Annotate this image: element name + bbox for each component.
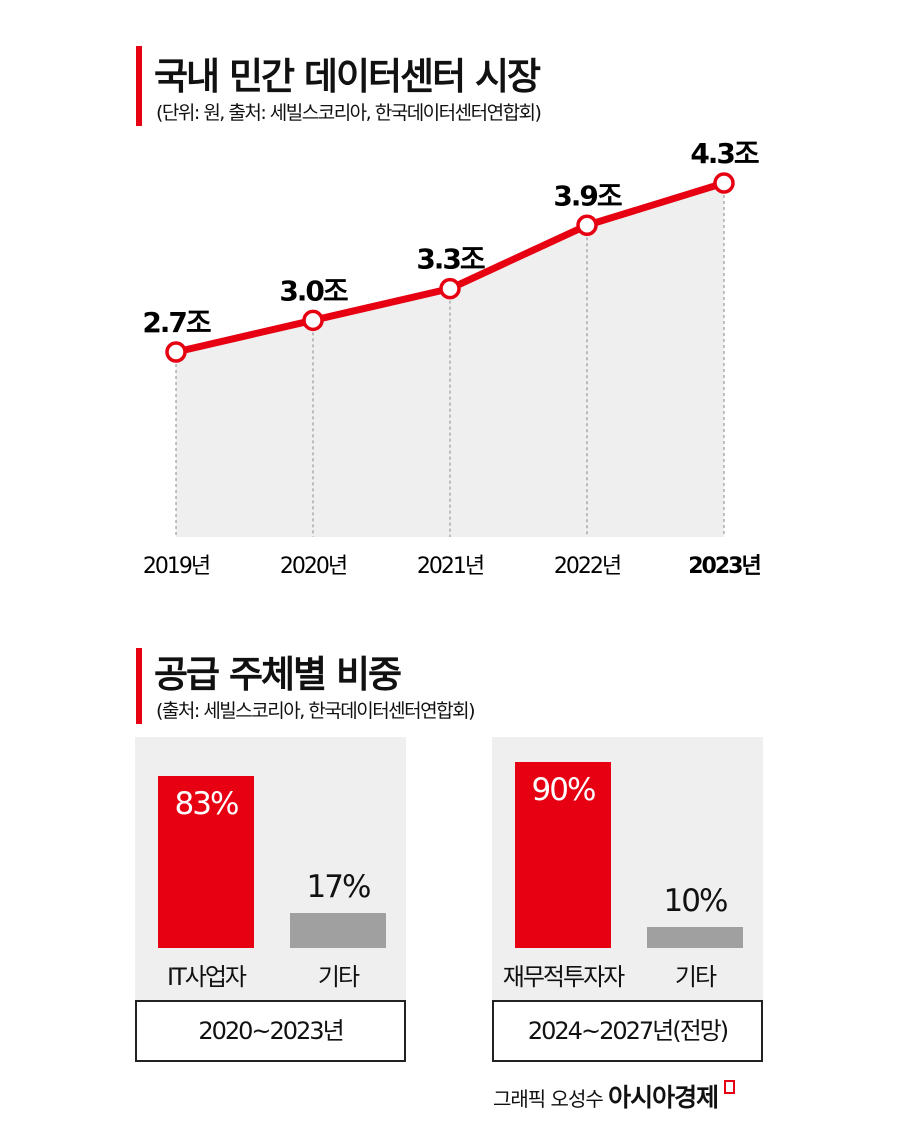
x-tick-label: 2020년: [280, 554, 346, 579]
bar-chart-subtitle: (출처: 세빌스코리아, 한국데이터센터연합회): [156, 700, 476, 722]
period-label: 2024~2027년(전망): [492, 1000, 763, 1062]
line-chart: 2.7조 2019년 3.0조 2020년 3.3조 2021년 3.9조 2022년 4.3조…: [142, 137, 762, 579]
bar: [515, 761, 611, 948]
category-label: IT사업자: [167, 963, 247, 991]
line-chart-title: 국내 민간 데이터센터 시장: [154, 55, 541, 98]
bar: [647, 927, 743, 948]
line-chart-subtitle: (단위: 원, 출처: 세빌스코리아, 한국데이터센터연합회): [156, 102, 542, 124]
area-fill: [176, 183, 724, 537]
data-label: 83%: [174, 786, 240, 823]
data-label: 10%: [663, 883, 729, 920]
bar: [290, 912, 386, 948]
bar: [158, 776, 254, 948]
data-point: [302, 309, 324, 332]
data-label: 90%: [531, 771, 597, 808]
title-accent-bar-2: [136, 648, 142, 724]
x-tick-label: 2019년: [143, 554, 209, 579]
brand-mark-icon: [723, 1080, 735, 1094]
category-label: 재무적투자자: [502, 963, 625, 991]
data-label: 3.9조: [553, 179, 622, 212]
data-point: [713, 172, 735, 194]
data-point: [439, 277, 461, 300]
data-label: 3.3조: [416, 243, 485, 276]
data-label: 4.3조: [690, 137, 759, 170]
data-label: 2.7조: [142, 306, 211, 339]
x-tick-label: 2023년: [688, 554, 760, 579]
brand-logo: 아시아경제: [608, 1083, 719, 1112]
x-tick-label: 2021년: [417, 554, 483, 579]
credit-text: 그래픽 오성수: [493, 1087, 604, 1111]
data-label: 17%: [306, 868, 372, 905]
x-tick-label: 2022년: [554, 554, 620, 579]
title-accent-bar: [136, 46, 142, 126]
data-point: [576, 214, 598, 237]
data-point: [165, 341, 187, 363]
category-label: 기타: [674, 963, 717, 991]
category-label: 기타: [317, 963, 360, 991]
credit: 그래픽 오성수 아시아경제: [493, 1078, 735, 1114]
data-label: 3.0조: [279, 274, 348, 307]
period-label: 2020~2023년: [135, 1000, 406, 1062]
bar-chart-title: 공급 주체별 비중: [154, 653, 402, 696]
